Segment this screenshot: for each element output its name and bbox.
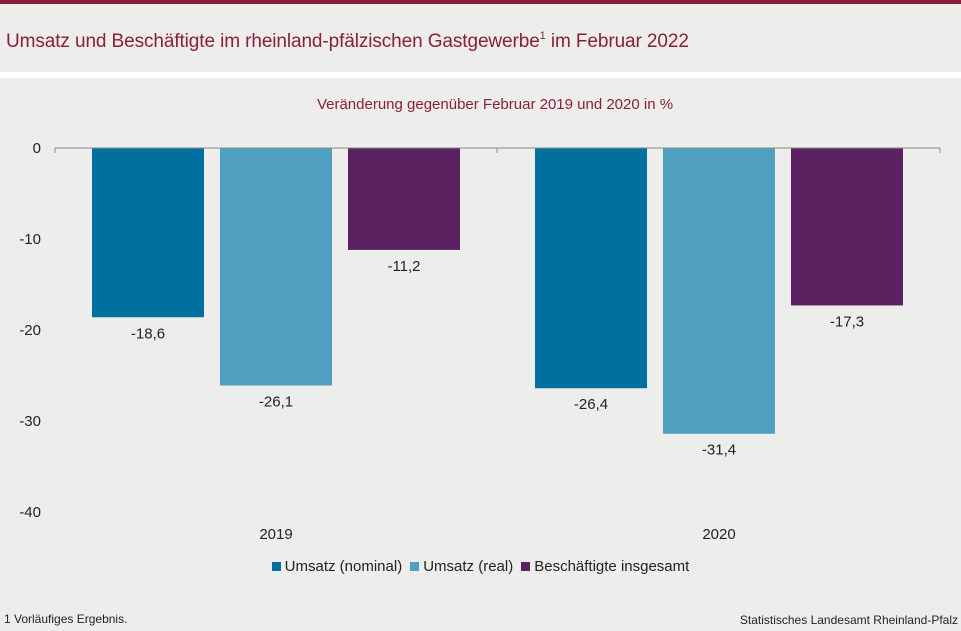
bar	[663, 148, 775, 434]
chart-subtitle: Veränderung gegenüber Februar 2019 und 2…	[317, 96, 673, 113]
x-category-label: 2020	[702, 526, 735, 543]
legend: Umsatz (nominal) Umsatz (real) Beschäftigt…	[0, 558, 961, 575]
legend-item: Beschäftigte insgesamt	[521, 558, 689, 575]
header: Umsatz und Beschäftigte im rheinland-pfä…	[0, 4, 961, 72]
title-main: Umsatz und Beschäftigte im rheinland-pfä…	[6, 31, 540, 52]
legend-label: Umsatz (nominal)	[284, 558, 403, 575]
bar	[348, 148, 460, 250]
y-tick-label: -40	[19, 504, 41, 521]
data-label: -17,3	[830, 313, 864, 330]
data-label: -31,4	[702, 442, 736, 459]
legend-item: Umsatz (nominal)	[271, 558, 403, 575]
x-category-label: 2019	[259, 526, 292, 543]
bar	[220, 148, 332, 386]
legend-swatch	[271, 562, 281, 571]
bar	[791, 148, 903, 306]
legend-label: Beschäftigte insgesamt	[534, 558, 690, 575]
source-note: Statistisches Landesamt Rheinland-Pfalz	[739, 613, 958, 627]
bar	[535, 148, 647, 389]
title-footnote-mark: 1	[539, 30, 546, 42]
y-tick-label: -20	[19, 322, 41, 339]
top-rule	[0, 0, 961, 4]
data-label: -26,1	[259, 394, 293, 411]
footnote: 1 Vorläufiges Ergebnis.	[4, 612, 128, 626]
y-tick-label: 0	[33, 140, 41, 157]
y-tick-label: -30	[19, 413, 41, 430]
legend-item: Umsatz (real)	[410, 558, 513, 575]
legend-swatch	[410, 562, 420, 571]
data-label: -26,4	[574, 396, 608, 413]
bar	[92, 148, 204, 318]
data-label: -11,2	[387, 258, 420, 275]
title-suffix: im Februar 2022	[545, 31, 689, 52]
y-tick-label: -10	[19, 231, 41, 248]
data-label: -18,6	[131, 325, 165, 342]
legend-label: Umsatz (real)	[423, 558, 514, 575]
legend-swatch	[521, 562, 531, 571]
chart-title: Umsatz und Beschäftigte im rheinland-pfä…	[6, 30, 689, 53]
